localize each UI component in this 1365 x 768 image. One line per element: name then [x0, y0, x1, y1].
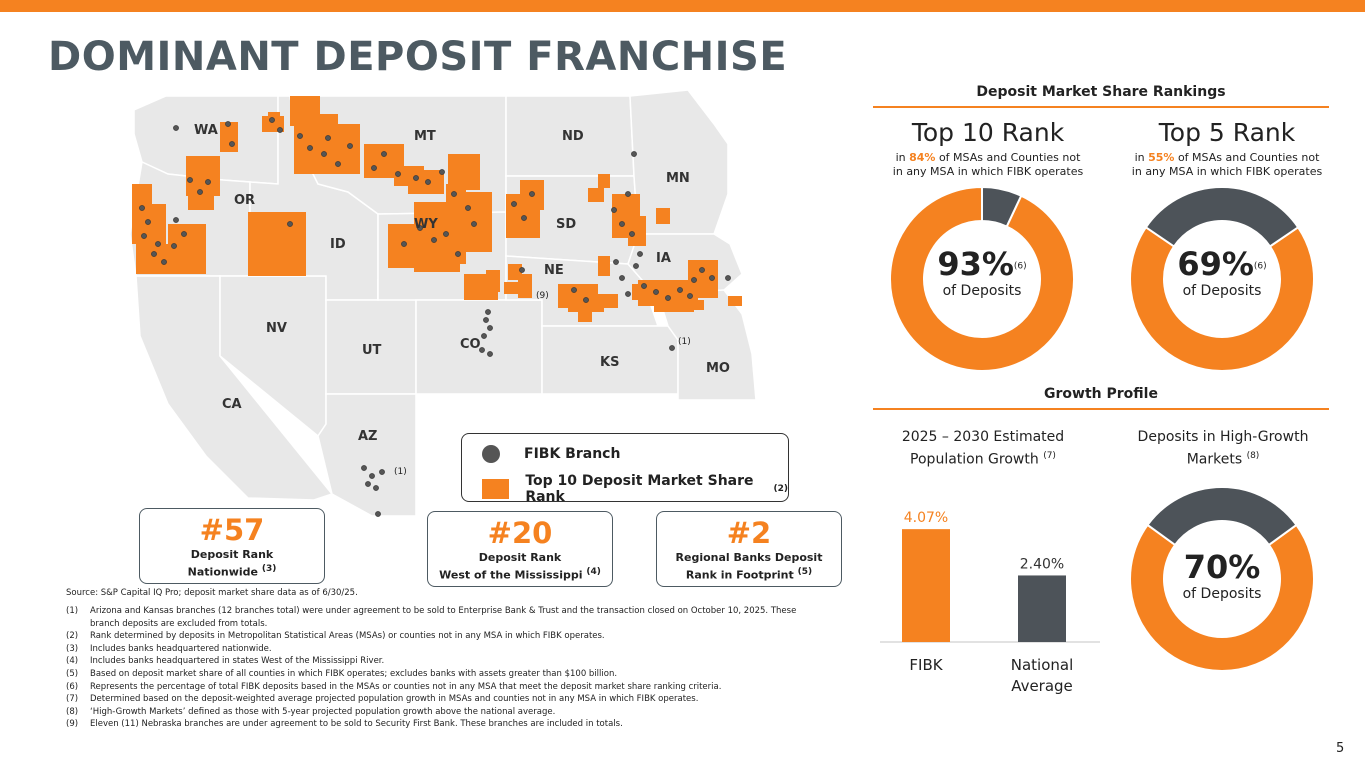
top5-center: 69%(6) of Deposits: [1152, 246, 1292, 300]
page-title: DOMINANT DEPOSIT FRANCHISE: [48, 34, 788, 80]
map-label-id: ID: [330, 237, 346, 252]
stat-value: #2: [726, 516, 772, 550]
map-note-az: (1): [394, 467, 407, 477]
stat-line2: Rank in Footprint: [685, 568, 794, 582]
map-label-wa: WA: [194, 123, 218, 138]
map-label-or: OR: [234, 193, 255, 208]
growth-divider: [873, 408, 1329, 410]
footnote-item: (5) Based on deposit market share of all …: [66, 668, 618, 679]
top5-title: Top 5 Rank: [1158, 118, 1296, 147]
map-svg: WA OR CA NV ID UT AZ MT WY CO ND SD NE K…: [129, 89, 757, 517]
source-note: Source: S&P Capital IQ Pro; deposit mark…: [66, 588, 358, 598]
donut-remainder-slice: [981, 187, 1023, 228]
branch-dot-icon: [482, 445, 500, 463]
footnote-item: (4) Includes banks headquartered in state…: [66, 656, 385, 667]
stat-sup: (5): [797, 567, 813, 577]
map-label-nv: NV: [266, 321, 287, 336]
bar-category-label-0: FIBK: [909, 656, 943, 674]
stat-sup: (4): [586, 567, 601, 577]
donut-share-slice: [1130, 523, 1314, 671]
donut-remainder-slice: [1146, 487, 1298, 547]
pop-growth-chart: 4.07% 2.40% FIBK National Average: [880, 500, 1100, 700]
map-label-mt: MT: [414, 129, 436, 144]
rankings-divider: [873, 106, 1329, 108]
legend-rank: Top 10 Deposit Market Share Rank (2): [482, 473, 788, 505]
state-az: [317, 393, 417, 517]
map-label-ne: NE: [544, 263, 564, 278]
map-label-az: AZ: [358, 429, 378, 444]
top5-center-value: 69%: [1177, 245, 1254, 283]
donut-share-slice: [890, 187, 1074, 371]
legend-rank-sup: (2): [773, 484, 789, 494]
stat-sup: (3): [261, 564, 277, 574]
top5-center-label: of Deposits: [1182, 283, 1262, 299]
bar-1: [1018, 575, 1066, 642]
map-label-wy: WY: [414, 217, 438, 232]
growth-header: Growth Profile: [1044, 386, 1158, 402]
footnote-item: (3) Includes banks headquartered nationwi…: [66, 643, 272, 654]
hg-center: 70% of Deposits: [1152, 549, 1292, 603]
top10-title: Top 10 Rank: [911, 118, 1065, 147]
footnote-item: (8) ‘High-Growth Markets’ defined as thos…: [66, 706, 556, 717]
stat-line1: Deposit Rank: [478, 551, 562, 564]
bar-value-label-0: 4.07%: [904, 510, 948, 526]
map-label-ks: KS: [600, 355, 619, 370]
hg-center-label: of Deposits: [1182, 586, 1262, 602]
pop-growth-heading: 2025 – 2030 Estimated Population Growth …: [901, 429, 1065, 468]
hg-markets-heading: Deposits in High-Growth Markets (8): [1137, 429, 1309, 468]
top10-msa-pct: 84%: [909, 151, 936, 164]
footnote-item: (7) Determined based on the deposit-weigh…: [66, 694, 699, 705]
bar-chart-svg: 4.07% 2.40% FIBK National Average: [880, 510, 1100, 695]
footnote-item: (1) Arizona and Kansas branches (12 branc…: [66, 606, 797, 629]
legend-branch: FIBK Branch: [482, 445, 620, 463]
footnote-item: (6) Represents the percentage of total FI…: [66, 681, 722, 692]
bar-0: [902, 529, 950, 642]
legend-rank-label: Top 10 Deposit Market Share Rank: [525, 473, 754, 505]
bar-value-label-1: 2.40%: [1020, 556, 1064, 572]
map-legend: FIBK Branch Top 10 Deposit Market Share …: [461, 433, 789, 505]
donut-remainder-slice: [1144, 187, 1300, 248]
stat-line2: Nationwide: [187, 565, 258, 579]
donut-share-slice: [1130, 225, 1314, 371]
map-label-nd: ND: [562, 129, 584, 144]
footnotes: (1) Arizona and Kansas branches (12 branc…: [66, 605, 826, 731]
footprint-map: WA OR CA NV ID UT AZ MT WY CO ND SD NE K…: [128, 84, 768, 520]
stat-line2: West of the Mississippi: [439, 568, 583, 582]
orange-swatch-icon: [482, 479, 510, 499]
top5-subtitle: in 55% of MSAs and Counties not in any M…: [1131, 151, 1323, 178]
top10-center: 93%(6) of Deposits: [912, 246, 1052, 300]
legend-branch-label: FIBK Branch: [524, 446, 621, 462]
map-label-mn: MN: [666, 171, 690, 186]
top10-donut: [890, 187, 1074, 371]
top10-center-value: 93%: [937, 245, 1014, 283]
map-label-ca: CA: [222, 397, 242, 412]
hg-donut: [1130, 487, 1314, 671]
hg-center-value: 70%: [1183, 548, 1261, 586]
footnote-item: (2) Rank determined by deposits in Metrop…: [66, 631, 605, 642]
footnote-item: (9) Eleven (11) Nebraska branches are und…: [66, 719, 623, 730]
map-label-ia: IA: [656, 251, 671, 266]
stat-value: #20: [487, 516, 553, 550]
stat-regional-rank: #2 Regional Banks Deposit Rank in Footpr…: [656, 511, 842, 587]
top10-center-label: of Deposits: [942, 283, 1022, 299]
page-number: 5: [1336, 741, 1345, 756]
map-label-mo: MO: [706, 361, 730, 376]
stat-line1: Regional Banks Deposit: [675, 551, 823, 564]
map-label-sd: SD: [556, 217, 576, 232]
top5-msa-pct: 55%: [1148, 151, 1175, 164]
stat-west-rank: #20 Deposit Rank West of the Mississippi…: [427, 511, 613, 587]
map-note-ks: (1): [678, 337, 691, 347]
stat-value: #57: [199, 513, 265, 547]
top10-subtitle: in 84% of MSAs and Counties not in any M…: [892, 151, 1084, 178]
stat-line1: Deposit Rank: [190, 548, 274, 561]
top-accent-bar: [0, 0, 1365, 12]
rankings-header: Deposit Market Share Rankings: [976, 84, 1226, 100]
top5-donut: [1130, 187, 1314, 371]
bar-category-label-1: National Average: [1011, 656, 1074, 695]
map-note-ne: (9): [536, 291, 549, 301]
map-label-co: CO: [460, 337, 481, 352]
state-mn: [629, 89, 729, 235]
map-label-ut: UT: [362, 343, 382, 358]
stat-nationwide-rank: #57 Deposit Rank Nationwide (3): [139, 508, 325, 584]
